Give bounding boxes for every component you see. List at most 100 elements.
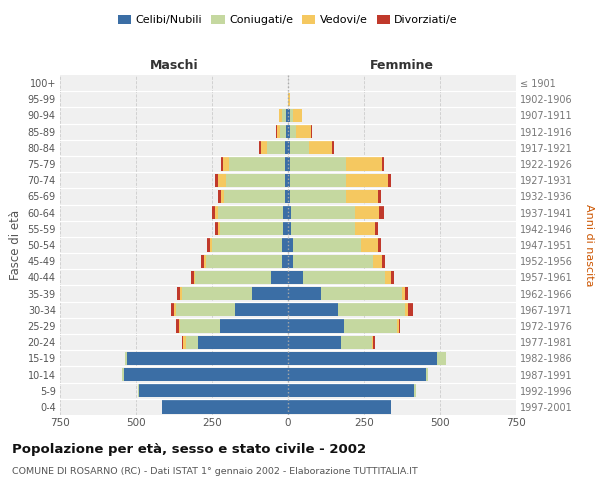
Bar <box>195 270 271 284</box>
Bar <box>224 190 285 203</box>
Bar <box>288 238 293 252</box>
Bar <box>374 222 377 235</box>
Bar <box>271 270 288 284</box>
Bar <box>296 125 311 138</box>
Bar <box>259 141 260 154</box>
Bar <box>122 368 124 381</box>
Bar <box>191 270 194 284</box>
Bar <box>346 174 388 187</box>
Bar <box>221 190 224 203</box>
Bar <box>414 384 416 398</box>
Bar <box>285 174 288 187</box>
Bar <box>211 238 212 252</box>
Bar <box>124 368 288 381</box>
Bar <box>290 190 346 203</box>
Bar <box>346 190 377 203</box>
Text: Femmine: Femmine <box>370 59 434 72</box>
Bar <box>293 254 373 268</box>
Bar <box>355 206 379 220</box>
Bar <box>405 303 408 316</box>
Bar <box>303 270 385 284</box>
Bar <box>290 109 293 122</box>
Bar <box>285 141 288 154</box>
Bar <box>288 303 338 316</box>
Bar <box>437 352 446 365</box>
Bar <box>341 336 371 349</box>
Bar <box>382 254 385 268</box>
Bar <box>288 270 303 284</box>
Bar <box>137 384 139 398</box>
Bar <box>174 303 176 316</box>
Bar <box>283 222 288 235</box>
Bar <box>288 206 291 220</box>
Bar <box>285 190 288 203</box>
Text: Maschi: Maschi <box>149 59 199 72</box>
Bar <box>276 125 277 138</box>
Bar <box>260 141 267 154</box>
Bar <box>373 336 374 349</box>
Bar <box>182 336 183 349</box>
Bar <box>373 254 382 268</box>
Bar <box>405 287 408 300</box>
Bar <box>282 109 286 122</box>
Bar <box>293 109 302 122</box>
Bar <box>139 384 288 398</box>
Bar <box>212 206 215 220</box>
Bar <box>206 254 282 268</box>
Bar <box>288 400 391 413</box>
Bar <box>218 190 221 203</box>
Bar <box>379 206 384 220</box>
Bar <box>221 158 223 170</box>
Bar <box>290 158 346 170</box>
Bar <box>355 222 374 235</box>
Bar <box>235 303 288 316</box>
Bar <box>382 158 384 170</box>
Bar <box>322 287 402 300</box>
Bar <box>288 287 322 300</box>
Bar <box>371 336 373 349</box>
Bar <box>408 303 413 316</box>
Bar <box>361 238 377 252</box>
Y-axis label: Anni di nascita: Anni di nascita <box>584 204 594 286</box>
Bar <box>285 158 288 170</box>
Bar <box>288 254 293 268</box>
Bar <box>311 125 313 138</box>
Bar <box>282 238 288 252</box>
Bar <box>288 125 290 138</box>
Bar <box>280 125 286 138</box>
Bar <box>267 141 285 154</box>
Bar <box>282 254 288 268</box>
Text: Popolazione per età, sesso e stato civile - 2002: Popolazione per età, sesso e stato civil… <box>12 442 366 456</box>
Bar <box>288 174 290 187</box>
Bar <box>179 320 180 332</box>
Bar <box>286 125 288 138</box>
Bar <box>229 158 285 170</box>
Bar <box>205 254 206 268</box>
Bar <box>220 222 283 235</box>
Bar <box>377 190 381 203</box>
Bar <box>251 287 288 300</box>
Bar <box>288 141 290 154</box>
Bar <box>288 158 290 170</box>
Bar <box>290 125 296 138</box>
Text: COMUNE DI ROSARNO (RC) - Dati ISTAT 1° gennaio 2002 - Elaborazione TUTTITALIA.IT: COMUNE DI ROSARNO (RC) - Dati ISTAT 1° g… <box>12 468 418 476</box>
Bar <box>290 174 346 187</box>
Bar <box>162 400 288 413</box>
Bar <box>286 109 288 122</box>
Bar <box>288 336 341 349</box>
Bar <box>180 287 182 300</box>
Bar <box>399 320 400 332</box>
Bar <box>338 303 405 316</box>
Bar <box>397 320 399 332</box>
Bar <box>332 141 334 154</box>
Bar <box>176 303 235 316</box>
Bar <box>127 352 288 365</box>
Bar <box>180 320 220 332</box>
Bar <box>293 238 361 252</box>
Bar <box>309 141 332 154</box>
Bar <box>288 190 290 203</box>
Bar <box>226 174 285 187</box>
Bar <box>344 320 397 332</box>
Bar <box>288 368 427 381</box>
Bar <box>194 270 195 284</box>
